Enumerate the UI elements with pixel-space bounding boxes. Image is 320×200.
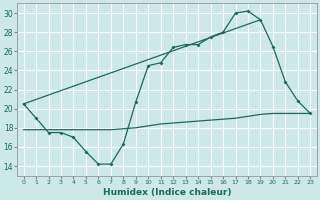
X-axis label: Humidex (Indice chaleur): Humidex (Indice chaleur): [103, 188, 231, 197]
